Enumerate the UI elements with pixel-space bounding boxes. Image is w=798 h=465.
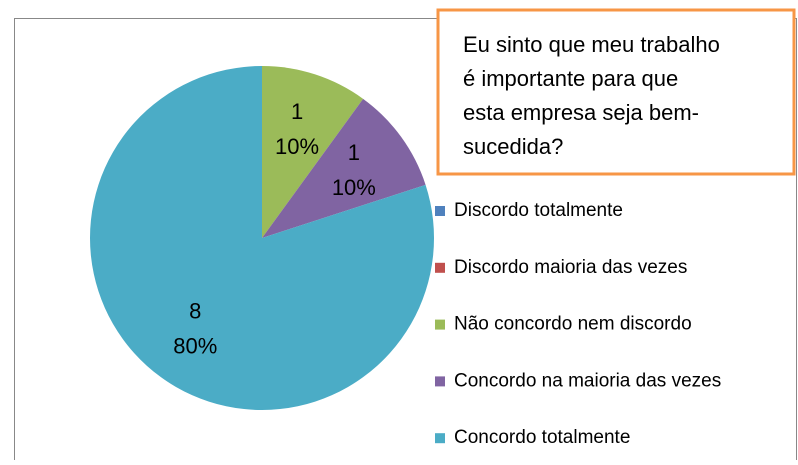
data-label: 10% <box>275 134 319 159</box>
pie-slice <box>90 65 434 410</box>
data-label: 1 <box>348 140 360 165</box>
legend-swatch <box>435 206 445 216</box>
annotation-text: é importante para que <box>463 66 678 91</box>
data-label: 1 <box>291 99 303 124</box>
legend-label: Não concordo nem discordo <box>454 314 692 335</box>
annotation-box <box>436 8 796 176</box>
legend-label: Concordo totalmente <box>454 427 630 448</box>
legend-swatch <box>435 433 445 444</box>
annotation-text: esta empresa seja bem- <box>463 100 699 125</box>
data-label: 80% <box>173 334 217 359</box>
legend-swatch <box>435 376 445 387</box>
annotation-text: Eu sinto que meu trabalho <box>463 32 720 57</box>
data-label: 10% <box>332 175 376 200</box>
legend-label: Discordo maioria das vezes <box>454 257 687 278</box>
legend-label: Discordo totalmente <box>454 200 623 221</box>
data-label: 8 <box>189 299 201 324</box>
annotation-text: sucedida? <box>463 134 563 159</box>
legend-swatch <box>435 262 445 273</box>
legend-label: Concordo na maioria das vezes <box>454 370 721 391</box>
pie-slice <box>262 98 426 238</box>
legend-swatch <box>435 319 445 330</box>
pie-slice <box>262 66 364 238</box>
